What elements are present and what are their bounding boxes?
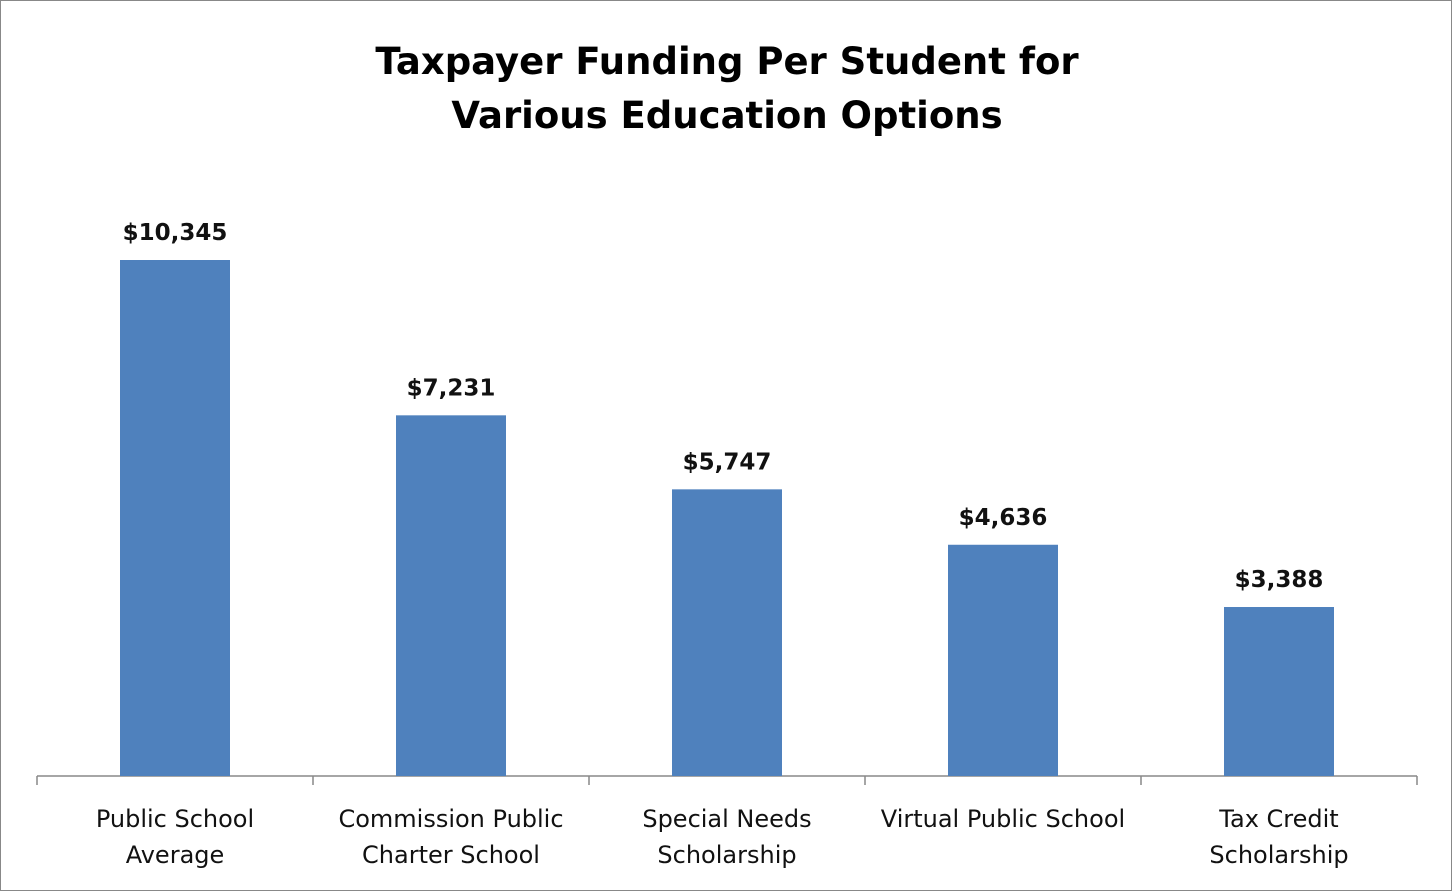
value-label: $10,345 bbox=[123, 220, 228, 246]
bar bbox=[1224, 607, 1334, 776]
x-tick-label: Virtual Public School bbox=[880, 805, 1126, 833]
value-label: $5,747 bbox=[683, 449, 772, 475]
chart-title: Taxpayer Funding Per Student for Various… bbox=[375, 40, 1079, 137]
value-label: $7,231 bbox=[407, 375, 496, 401]
bar bbox=[396, 415, 506, 776]
bar bbox=[948, 544, 1058, 776]
x-tick-label: Commission Public Charter School bbox=[338, 805, 564, 869]
bar bbox=[120, 260, 230, 776]
x-tick-label: Special Needs Scholarship bbox=[642, 805, 812, 869]
value-label: $3,388 bbox=[1235, 567, 1324, 593]
x-tick-label: Public School Average bbox=[95, 805, 255, 869]
value-label: $4,636 bbox=[959, 505, 1048, 531]
x-tick-label: Tax Credit Scholarship bbox=[1209, 805, 1349, 869]
bar bbox=[672, 489, 782, 776]
